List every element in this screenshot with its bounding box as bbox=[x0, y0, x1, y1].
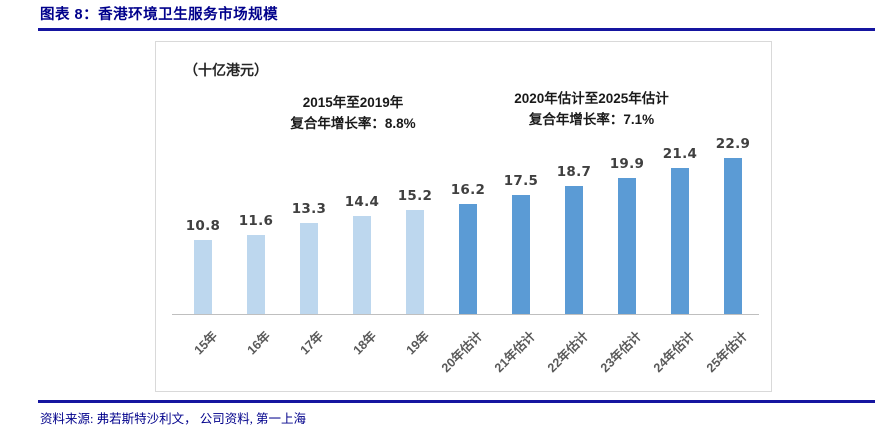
bar-19年 bbox=[406, 210, 424, 314]
top-divider-rule bbox=[38, 28, 875, 31]
x-axis-tick-label: 22年估计 bbox=[544, 328, 591, 376]
x-axis-tick-label: 24年估计 bbox=[650, 328, 697, 376]
cagr-annotation-estimated-line1: 2020年估计至2025年估计 bbox=[514, 91, 669, 106]
bar-15年 bbox=[194, 240, 212, 314]
x-axis-tick-label: 18年 bbox=[350, 328, 379, 358]
bar-20年估计 bbox=[459, 204, 477, 314]
chart-unit-label: （十亿港元） bbox=[184, 62, 268, 78]
x-axis-tick-label: 16年 bbox=[244, 328, 273, 358]
x-axis-tick-label: 19年 bbox=[403, 328, 432, 358]
bar-value-label: 17.5 bbox=[503, 173, 539, 189]
source-note: 资料来源: 弗若斯特沙利文， 公司资料, 第一上海 bbox=[40, 412, 306, 426]
bar-21年估计 bbox=[512, 195, 530, 314]
cagr-annotation-historical-line2: 复合年增长率：8.8% bbox=[290, 116, 416, 131]
bar-value-label: 22.9 bbox=[715, 136, 751, 152]
bar-value-label: 18.7 bbox=[556, 164, 592, 180]
plot-area: 10.8 15年 11.6 16年 13.3 17年 14.4 18年 15.2 19年 16.2 2… bbox=[156, 42, 771, 391]
bar-value-label: 14.4 bbox=[344, 194, 380, 210]
x-axis-tick-label: 20年估计 bbox=[438, 328, 485, 376]
bar-16年 bbox=[247, 235, 265, 314]
x-axis-line bbox=[172, 314, 759, 315]
cagr-annotation-estimated-line2: 复合年增长率：7.1% bbox=[528, 112, 655, 127]
bar-18年 bbox=[353, 216, 371, 314]
bar-23年估计 bbox=[618, 178, 636, 314]
bar-17年 bbox=[300, 223, 318, 314]
bottom-divider-rule bbox=[38, 400, 875, 403]
bar-value-label: 11.6 bbox=[238, 213, 274, 229]
bar-value-label: 15.2 bbox=[397, 188, 433, 204]
bar-value-label: 10.8 bbox=[185, 218, 221, 234]
bar-value-label: 13.3 bbox=[291, 201, 327, 217]
bar-24年估计 bbox=[671, 168, 689, 314]
bar-25年估计 bbox=[724, 158, 742, 314]
figure-title: 图表 8：香港环境卫生服务市场规模 bbox=[40, 7, 279, 23]
x-axis-tick-label: 25年估计 bbox=[703, 328, 750, 376]
cagr-annotation-estimated: 2020年估计至2025年估计 复合年增长率：7.1% bbox=[474, 88, 709, 130]
cagr-annotation-historical: 2015年至2019年 复合年增长率：8.8% bbox=[248, 92, 458, 134]
bar-22年估计 bbox=[565, 186, 583, 314]
bar-value-label: 16.2 bbox=[450, 182, 486, 198]
x-axis-tick-label: 23年估计 bbox=[597, 328, 644, 376]
x-axis-tick-label: 21年估计 bbox=[491, 328, 538, 376]
cagr-annotation-historical-line1: 2015年至2019年 bbox=[302, 95, 404, 110]
x-axis-tick-label: 17年 bbox=[297, 328, 326, 358]
chart-panel: （十亿港元） 2015年至2019年 复合年增长率：8.8% 2020年估计至2… bbox=[155, 41, 772, 392]
x-axis-tick-label: 15年 bbox=[191, 328, 220, 358]
bar-value-label: 19.9 bbox=[609, 156, 645, 172]
bar-value-label: 21.4 bbox=[662, 146, 698, 162]
